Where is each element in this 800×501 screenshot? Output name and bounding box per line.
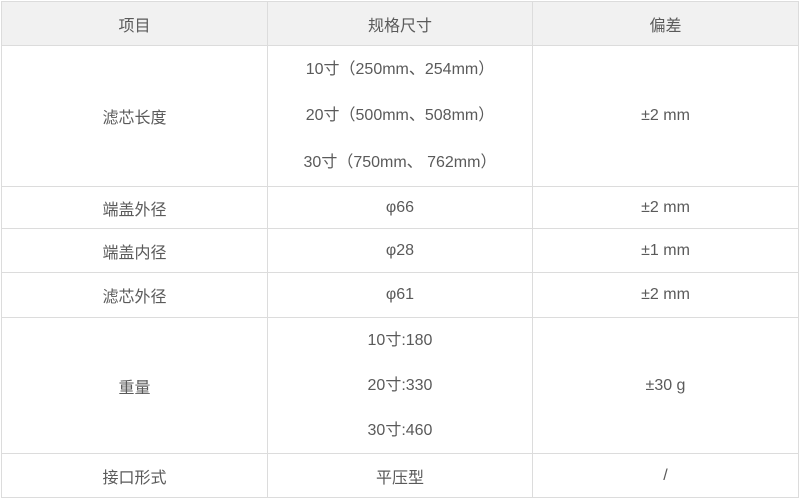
table-row-filter-length: 滤芯长度 10寸（250mm、254mm） 20寸（500mm、508mm） 3…	[1, 45, 799, 187]
spec-line: 30寸:460	[367, 421, 433, 439]
spec-lines: 10寸（250mm、254mm） 20寸（500mm、508mm） 30寸（75…	[269, 47, 532, 186]
cell-spec: φ61	[267, 272, 533, 318]
column-header-item: 项目	[1, 1, 268, 46]
cell-spec: 10寸（250mm、254mm） 20寸（500mm、508mm） 30寸（75…	[267, 45, 533, 187]
cell-deviation: /	[532, 453, 799, 498]
table-row-endcap-inner: 端盖内径 φ28 ±1 mm	[1, 228, 799, 273]
cell-spec: 平压型	[267, 453, 533, 498]
cell-item: 接口形式	[1, 453, 268, 498]
cell-deviation: ±2 mm	[532, 45, 799, 187]
table-row-interface: 接口形式 平压型 /	[1, 453, 799, 498]
cell-spec: 10寸:180 20寸:330 30寸:460	[267, 317, 533, 454]
spec-line: 10寸:180	[367, 331, 433, 349]
cell-item: 端盖内径	[1, 228, 268, 273]
spec-lines: 10寸:180 20寸:330 30寸:460	[269, 319, 532, 453]
table-row-filter-outer: 滤芯外径 φ61 ±2 mm	[1, 272, 799, 318]
column-header-spec: 规格尺寸	[267, 1, 533, 46]
spec-line: 20寸（500mm、508mm）	[305, 107, 495, 125]
cell-deviation: ±1 mm	[532, 228, 799, 273]
cell-deviation: ±2 mm	[532, 272, 799, 318]
cell-item: 端盖外径	[1, 186, 268, 229]
cell-deviation: ±30 g	[532, 317, 799, 454]
table-row-endcap-outer: 端盖外径 φ66 ±2 mm	[1, 186, 799, 229]
spec-line: 30寸（750mm、 762mm）	[303, 154, 497, 172]
spec-line: 20寸:330	[367, 376, 433, 394]
spec-line: 10寸（250mm、254mm）	[305, 60, 495, 78]
column-header-deviation: 偏差	[532, 1, 799, 46]
cell-spec: φ28	[267, 228, 533, 273]
cell-item: 滤芯长度	[1, 45, 268, 187]
cell-deviation: ±2 mm	[532, 186, 799, 229]
cell-spec: φ66	[267, 186, 533, 229]
table-row-weight: 重量 10寸:180 20寸:330 30寸:460 ±30 g	[1, 317, 799, 454]
header-row: 项目 规格尺寸 偏差	[1, 1, 799, 46]
cell-item: 滤芯外径	[1, 272, 268, 318]
cell-item: 重量	[1, 317, 268, 454]
